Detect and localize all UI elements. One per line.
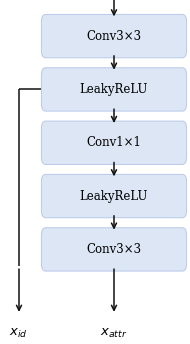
Text: LeakyReLU: LeakyReLU: [80, 83, 148, 96]
FancyBboxPatch shape: [41, 121, 187, 164]
FancyBboxPatch shape: [41, 228, 187, 271]
FancyBboxPatch shape: [41, 174, 187, 218]
Text: $x_{id}$: $x_{id}$: [9, 327, 27, 340]
Text: Conv3×3: Conv3×3: [86, 30, 142, 43]
FancyBboxPatch shape: [41, 14, 187, 58]
Text: Conv3×3: Conv3×3: [86, 243, 142, 256]
Text: Conv1×1: Conv1×1: [87, 136, 141, 149]
FancyBboxPatch shape: [41, 68, 187, 111]
Text: $x_{attr}$: $x_{attr}$: [100, 327, 128, 340]
Text: LeakyReLU: LeakyReLU: [80, 190, 148, 203]
